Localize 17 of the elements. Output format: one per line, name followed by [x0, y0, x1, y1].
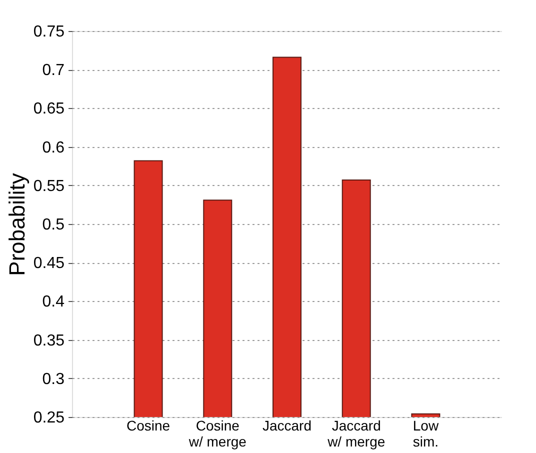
y-tick-label: 0.35 [33, 332, 65, 350]
y-tick-label: 0.4 [42, 294, 65, 311]
y-tick-label: 0.55 [33, 178, 65, 195]
y-tick-label: 0.25 [33, 410, 65, 426]
x-tick-label: Low sim. [412, 418, 440, 450]
x-tick-label: Jaccard w/ merge [326, 418, 386, 450]
y-tick-label: 0.75 [33, 24, 65, 40]
x-tick-label: Jaccard [262, 418, 312, 434]
y-tick-label: 0.45 [33, 255, 65, 272]
y-tick-label: 0.3 [42, 370, 65, 388]
x-tick-label: Cosine [126, 418, 170, 434]
y-tick-label: 0.65 [33, 100, 65, 118]
x-tick-label: Cosine w/ merge [188, 418, 247, 450]
y-axis-title: Probability [4, 173, 30, 276]
y-tick-label: 0.6 [42, 139, 65, 156]
y-tick-label: 0.7 [42, 62, 65, 80]
y-tick-label: 0.5 [42, 216, 65, 234]
